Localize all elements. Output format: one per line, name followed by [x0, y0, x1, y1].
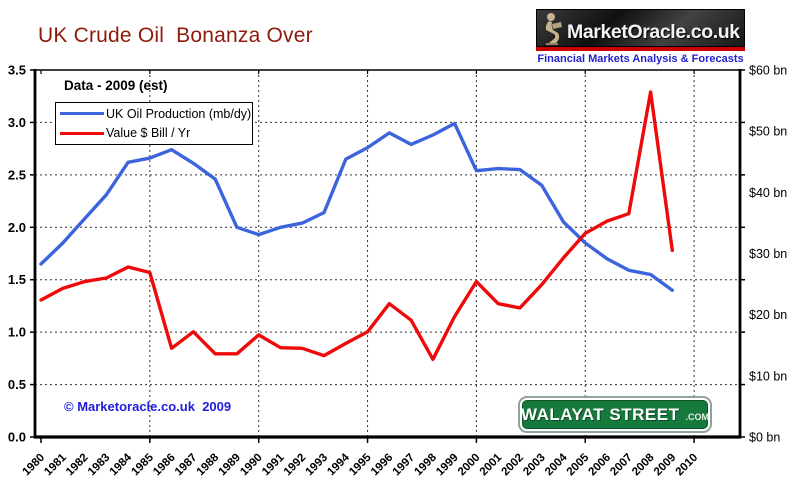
legend: UK Oil Production (mb/dy) Value $ Bill /… [55, 102, 253, 145]
value-line [39, 90, 674, 361]
svg-text:1997: 1997 [391, 452, 418, 479]
street-sign-suffix: .COM [685, 411, 709, 422]
svg-text:2001: 2001 [478, 451, 505, 478]
svg-text:$30 bn: $30 bn [749, 247, 787, 261]
svg-text:1993: 1993 [304, 452, 331, 479]
svg-text:1994: 1994 [325, 451, 352, 478]
svg-text:1984: 1984 [108, 451, 135, 478]
svg-text:1989: 1989 [216, 452, 243, 479]
svg-text:1996: 1996 [369, 452, 396, 479]
svg-text:$10 bn: $10 bn [749, 369, 787, 383]
svg-text:2.5: 2.5 [8, 167, 26, 182]
svg-text:1992: 1992 [282, 452, 309, 479]
seated-oracle-icon [545, 13, 562, 45]
svg-text:1986: 1986 [151, 452, 178, 479]
svg-text:3.5: 3.5 [8, 63, 26, 78]
svg-text:0.0: 0.0 [8, 430, 26, 445]
svg-text:2.0: 2.0 [8, 220, 26, 235]
svg-text:1.5: 1.5 [8, 272, 26, 287]
legend-item-production: UK Oil Production (mb/dy) [56, 105, 252, 123]
copyright-watermark: © Marketoracle.co.uk 2009 [64, 399, 232, 414]
svg-text:$60 bn: $60 bn [749, 64, 787, 78]
logo-banner: MarketOracle.co.uk [536, 9, 745, 47]
data-note-label: Data - 2009 (est) [64, 78, 168, 93]
svg-text:2009: 2009 [652, 452, 679, 479]
svg-text:1998: 1998 [412, 451, 439, 478]
street-sign-text: WALAYAT STREET [521, 404, 680, 424]
svg-text:2005: 2005 [565, 451, 592, 478]
legend-item-value: Value $ Bill / Yr [56, 124, 252, 142]
svg-text:2000: 2000 [456, 452, 483, 479]
svg-text:2002: 2002 [499, 452, 526, 479]
legend-label-production: UK Oil Production (mb/dy) [106, 106, 252, 121]
legend-line-sample-blue [60, 112, 104, 116]
svg-text:1990: 1990 [238, 452, 265, 479]
logo-red-stripe [536, 47, 745, 51]
svg-text:1.0: 1.0 [8, 325, 26, 340]
svg-text:$20 bn: $20 bn [749, 308, 787, 322]
svg-text:1982: 1982 [64, 452, 91, 479]
svg-text:2008: 2008 [630, 451, 657, 478]
svg-text:3.0: 3.0 [8, 115, 26, 130]
walayat-street-sign: WALAYAT STREET .COM [518, 396, 712, 433]
marketoracle-logo: MarketOracle.co.uk Financial Markets Ana… [536, 9, 745, 65]
left-axis-labels: 0.0 0.5 1.0 1.5 2.0 2.5 3.0 3.5 [8, 63, 26, 445]
legend-label-value: Value $ Bill / Yr [106, 126, 191, 141]
svg-text:$40 bn: $40 bn [749, 186, 787, 200]
axes-frame [33, 69, 742, 439]
svg-text:2007: 2007 [608, 452, 635, 479]
svg-text:2006: 2006 [587, 452, 614, 479]
street-sign-plate: WALAYAT STREET .COM [521, 400, 709, 429]
gridlines [35, 70, 740, 437]
svg-text:1995: 1995 [347, 451, 374, 478]
logo-tagline: Financial Markets Analysis & Forecasts [537, 53, 744, 65]
production-line [39, 121, 674, 292]
svg-text:2004: 2004 [543, 451, 570, 478]
legend-line-sample-red [60, 131, 104, 135]
logo-wordmark: MarketOracle.co.uk [567, 21, 740, 43]
svg-text:$0 bn: $0 bn [749, 431, 780, 445]
svg-text:1985: 1985 [129, 451, 156, 478]
svg-text:1999: 1999 [434, 452, 461, 479]
x-axis-labels: 1980198119821983198419851986198719881989… [21, 451, 701, 478]
svg-text:1980: 1980 [21, 452, 48, 479]
svg-text:2010: 2010 [674, 452, 701, 479]
svg-text:2003: 2003 [521, 452, 548, 479]
axis-ticks [30, 69, 745, 443]
page-title: UK Crude Oil Bonanza Over [38, 24, 313, 47]
svg-text:1981: 1981 [42, 451, 69, 478]
svg-text:1987: 1987 [173, 452, 200, 479]
svg-text:$50 bn: $50 bn [749, 125, 787, 139]
svg-text:1983: 1983 [86, 452, 113, 479]
svg-text:0.5: 0.5 [8, 377, 26, 392]
svg-text:1988: 1988 [195, 451, 222, 478]
svg-text:1991: 1991 [260, 451, 287, 478]
right-axis-labels: $0 bn $10 bn $20 bn $30 bn $40 bn $50 bn $60 b… [749, 64, 787, 445]
